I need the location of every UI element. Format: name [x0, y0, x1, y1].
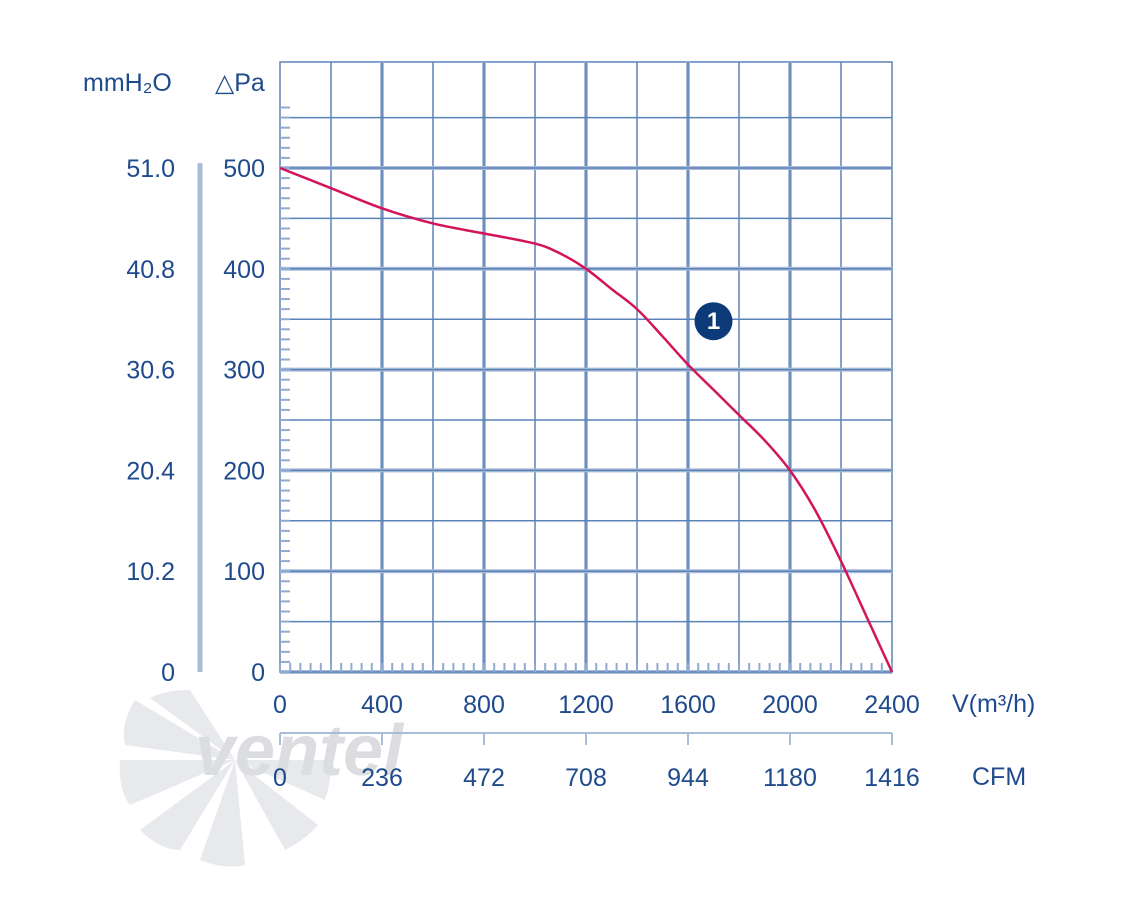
plot-grid: [279, 61, 893, 674]
y-tick-label: 100: [223, 558, 265, 586]
x-tick-label: 2400: [864, 691, 920, 719]
x2-tick-label: 1416: [864, 764, 920, 792]
x2-axis-ticks: [279, 733, 893, 745]
x2-tick-label: 708: [565, 764, 607, 792]
y2-tick-label: 51.0: [126, 155, 175, 183]
series-1-line: [279, 166, 894, 673]
x2-tick-label: 472: [463, 764, 505, 792]
y2-tick-label: 40.8: [126, 256, 175, 284]
x-tick-label: 2000: [762, 691, 818, 719]
watermark-text: ventel: [195, 711, 405, 791]
x-tick-label: 0: [273, 691, 287, 719]
y2-tick-label: 0: [161, 659, 175, 687]
series-1-marker: 1: [694, 302, 733, 341]
x-unit-label: V(m³/h): [952, 690, 1035, 718]
series-1-marker-label: 1: [707, 308, 720, 335]
fan-blade-logo: [119, 690, 331, 867]
y-tick-label: 0: [251, 659, 265, 687]
y-tick-labels: 0 100 200 300 400 500: [223, 155, 265, 687]
y2-tick-label: 10.2: [126, 558, 175, 586]
y-unit-label: △Pa: [215, 69, 265, 97]
y-tick-label: 300: [223, 357, 265, 385]
x2-tick-labels: 0 236 472 708 944 1180 1416: [273, 764, 920, 792]
x2-tick-label: 944: [667, 764, 709, 792]
y2-unit-label: mmH₂O: [83, 69, 172, 97]
y-tick-label: 500: [223, 155, 265, 183]
x2-tick-label: 1180: [763, 764, 817, 792]
y2-tick-label: 20.4: [126, 457, 175, 485]
series-1-marker-circle: [694, 302, 733, 341]
x-tick-label: 1600: [660, 691, 716, 719]
y-tick-label: 200: [223, 457, 265, 485]
y-tick-label: 400: [223, 256, 265, 284]
x-tick-label: 400: [361, 691, 403, 719]
y2-tick-label: 30.6: [126, 357, 175, 385]
x-tick-label: 800: [463, 691, 505, 719]
x2-tick-label: 0: [273, 764, 287, 792]
ventel-watermark: ventel: [119, 690, 405, 867]
minor-ticks: [279, 106, 893, 673]
y2-tick-labels: 0 10.2 20.4 30.6 40.8 51.0: [126, 155, 175, 687]
x-tick-labels: 0 400 800 1200 1600 2000 2400: [273, 691, 920, 719]
x2-unit-label: CFM: [972, 763, 1026, 791]
x2-tick-label: 236: [361, 764, 403, 792]
x-tick-label: 1200: [558, 691, 614, 719]
